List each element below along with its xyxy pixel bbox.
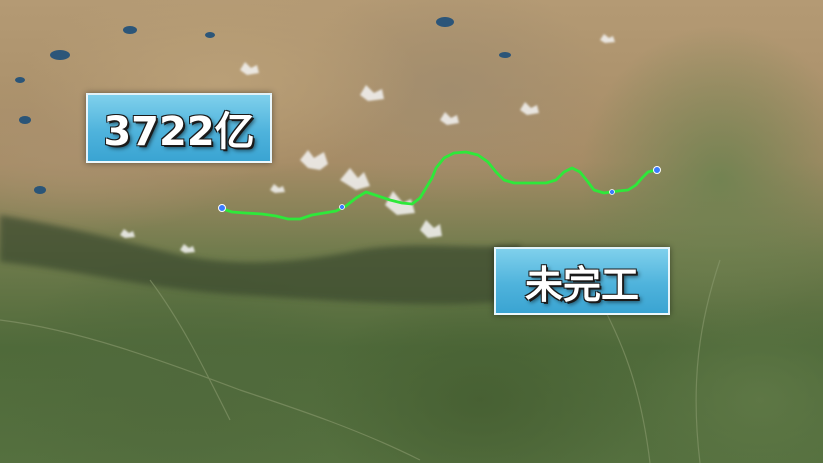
lakes bbox=[15, 17, 511, 194]
cost-label-box: 3722亿 bbox=[86, 93, 272, 163]
railway-route bbox=[220, 150, 658, 221]
snow-peaks bbox=[120, 34, 615, 253]
cost-label: 3722亿 bbox=[103, 109, 255, 155]
himalaya-ridge bbox=[0, 215, 520, 305]
endpoint-chengdu-marker bbox=[653, 166, 661, 174]
endpoint-lhasa-marker bbox=[218, 204, 226, 212]
status-label: 未完工 bbox=[524, 262, 639, 307]
station-marker bbox=[339, 204, 345, 210]
station-marker bbox=[609, 189, 615, 195]
status-label-box: 未完工 bbox=[494, 247, 670, 315]
